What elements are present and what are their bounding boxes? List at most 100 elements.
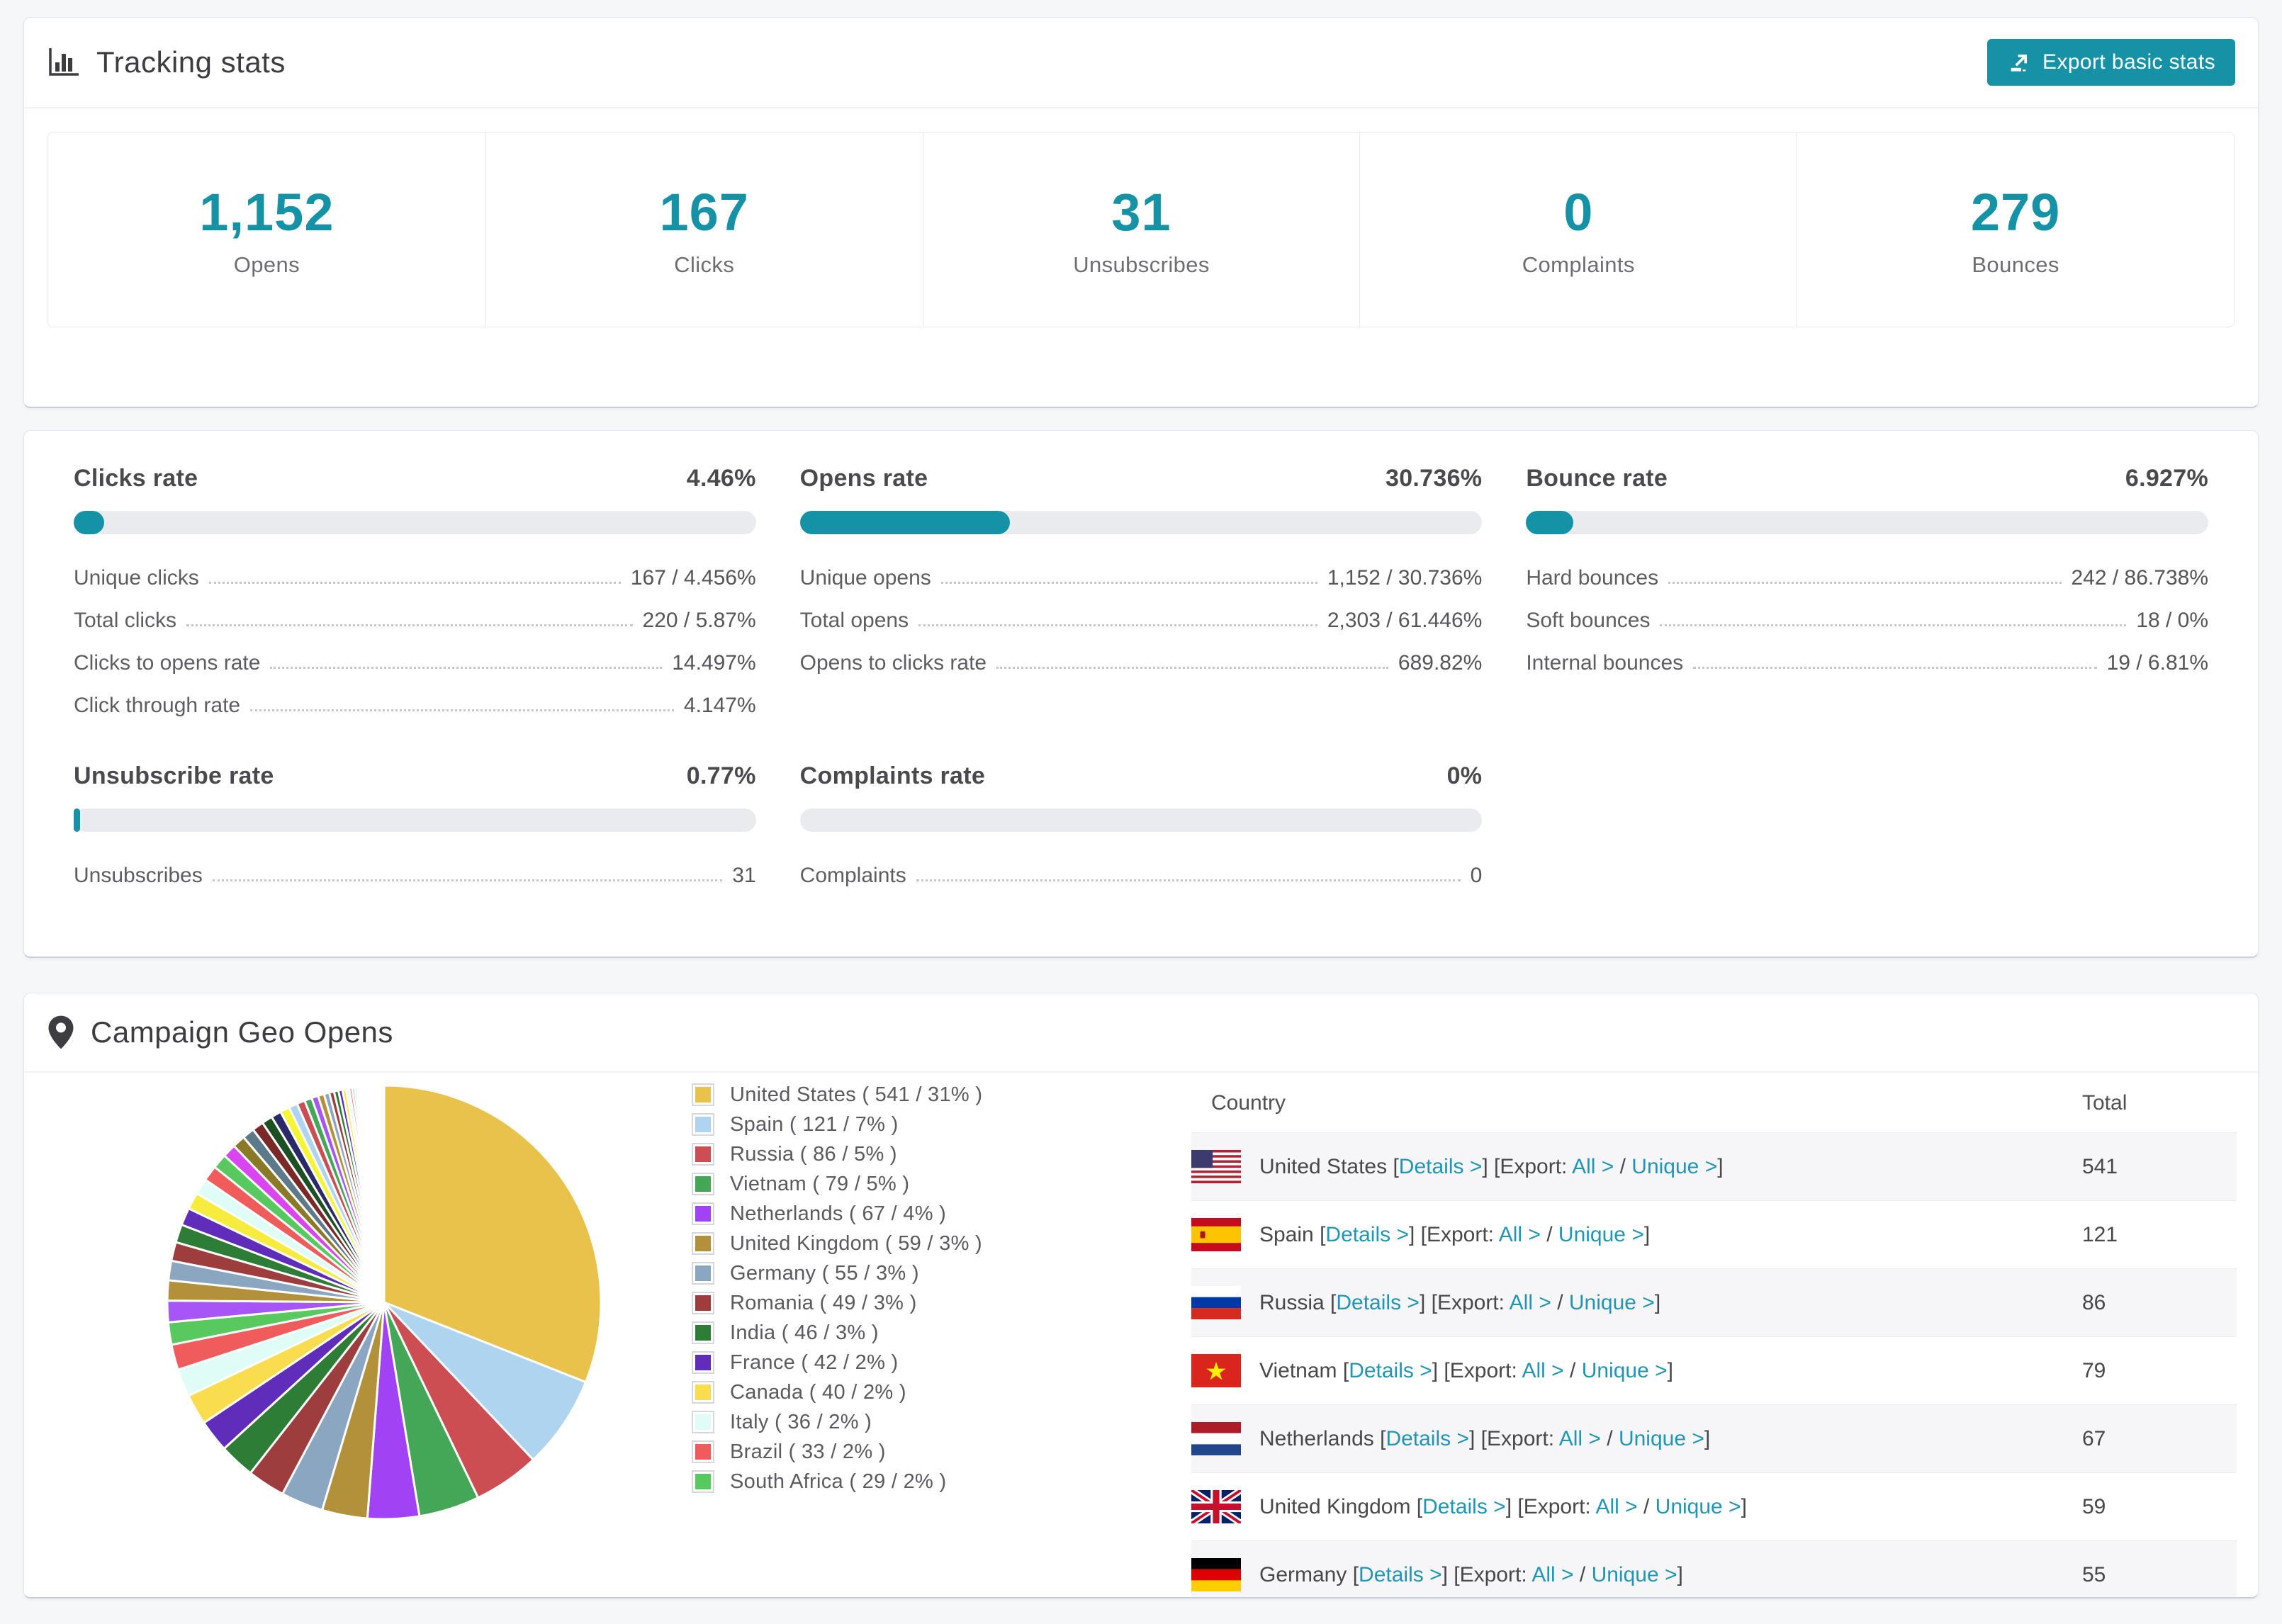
rate-head: Clicks rate 4.46% xyxy=(74,465,756,492)
legend-label: United States ( 541 / 31% ) xyxy=(730,1083,983,1106)
stat-cell-unsubscribes: 31 Unsubscribes xyxy=(922,132,1360,327)
rate-row-value: 1,152 / 30.736% xyxy=(1327,566,1483,590)
bracket-text: ] [Export: xyxy=(1419,1290,1510,1314)
dotted-leader xyxy=(212,879,723,881)
total-value: 79 xyxy=(2082,1358,2106,1382)
rate-row-value: 689.82% xyxy=(1398,651,1483,675)
legend-item: Romania ( 49 / 3% ) xyxy=(692,1288,1103,1318)
legend-label: Romania ( 49 / 3% ) xyxy=(730,1291,917,1314)
geo-pie-svg xyxy=(166,1084,602,1521)
pie-slice-spain[interactable] xyxy=(383,1301,587,1461)
rate-block-opens-rate: Opens rate 30.736% Unique opens 1,152 / 30.… xyxy=(799,465,1483,726)
bracket-text: / xyxy=(1614,1154,1632,1178)
country-cell: Spain [Details >] [Export: All > / Uniqu… xyxy=(1191,1218,2082,1251)
export-unique-link[interactable]: Unique > xyxy=(1631,1154,1718,1178)
country-name: Vietnam xyxy=(1259,1358,1337,1382)
table-row-nl: Netherlands [Details >] [Export: All > /… xyxy=(1191,1404,2237,1472)
rate-row-value: 4.147% xyxy=(683,694,756,717)
export-unique-link[interactable]: Unique > xyxy=(1618,1426,1704,1450)
details-link[interactable]: Details > xyxy=(1398,1154,1483,1178)
bracket-text: / xyxy=(1600,1426,1619,1450)
export-unique-link[interactable]: Unique > xyxy=(1568,1290,1655,1314)
country-links-line: Germany [Details >] [Export: All > / Uni… xyxy=(1259,1563,1683,1587)
details-link[interactable]: Details > xyxy=(1386,1426,1469,1450)
dotted-leader xyxy=(1693,667,2097,669)
legend-label: France ( 42 / 2% ) xyxy=(730,1350,899,1374)
export-all-link[interactable]: All > xyxy=(1522,1358,1564,1382)
bracket-text: ] xyxy=(1704,1426,1711,1450)
export-unique-link[interactable]: Unique > xyxy=(1558,1222,1644,1246)
geo-legend: United States ( 541 / 31% ) Spain ( 121 /… xyxy=(692,1080,1103,1496)
rate-row-label: Complaints xyxy=(799,864,906,887)
rate-block-unsubscribe-rate: Unsubscribe rate 0.77% Unsubscribes 31 xyxy=(74,762,756,896)
export-unique-link[interactable]: Unique > xyxy=(1655,1494,1741,1518)
legend-swatch xyxy=(692,1262,714,1285)
rate-row-label: Total clicks xyxy=(74,609,177,632)
rate-progress-fill xyxy=(799,511,1010,534)
bracket-text: ] [Export: xyxy=(1408,1222,1499,1246)
dotted-leader xyxy=(270,667,663,669)
geo-title: Campaign Geo Opens xyxy=(91,1015,393,1049)
country-name: United States xyxy=(1259,1154,1388,1178)
stat-value: 167 xyxy=(659,182,749,242)
export-all-link[interactable]: All > xyxy=(1572,1154,1614,1178)
export-all-link[interactable]: All > xyxy=(1498,1222,1541,1246)
legend-swatch xyxy=(692,1143,714,1166)
rate-progress-track xyxy=(799,808,1483,832)
bracket-text: ] xyxy=(1654,1290,1661,1314)
geo-pie-chart xyxy=(164,1083,604,1522)
geo-table: Country Total United States [Details >] … xyxy=(1191,1074,2237,1597)
details-link[interactable]: Details > xyxy=(1422,1494,1506,1518)
table-row-ru: Russia [Details >] [Export: All > / Uniq… xyxy=(1191,1268,2237,1336)
legend-swatch xyxy=(692,1292,714,1314)
rate-row: Clicks to opens rate 14.497% xyxy=(74,641,756,683)
dotted-leader xyxy=(250,709,674,711)
country-name: United Kingdom xyxy=(1259,1494,1411,1518)
legend-label: Italy ( 36 / 2% ) xyxy=(730,1410,872,1433)
legend-label: United Kingdom ( 59 / 3% ) xyxy=(730,1231,982,1255)
flag-vn-icon xyxy=(1191,1354,1241,1387)
rate-progress-fill xyxy=(74,808,80,832)
country-name: Germany xyxy=(1259,1562,1347,1586)
pie-slice-united-states[interactable] xyxy=(383,1084,602,1384)
details-link[interactable]: Details > xyxy=(1349,1358,1432,1382)
export-unique-link[interactable]: Unique > xyxy=(1591,1562,1677,1586)
dotted-leader xyxy=(186,624,633,626)
export-all-link[interactable]: All > xyxy=(1595,1494,1638,1518)
legend-swatch xyxy=(692,1113,714,1136)
details-link[interactable]: Details > xyxy=(1336,1290,1420,1314)
rate-row-label: Unique clicks xyxy=(74,566,199,590)
legend-item: Russia ( 86 / 5% ) xyxy=(692,1139,1103,1169)
export-all-link[interactable]: All > xyxy=(1558,1426,1601,1450)
rate-row: Click through rate 4.147% xyxy=(74,683,756,726)
rate-row-value: 31 xyxy=(732,864,756,887)
tracking-stats-title-wrap: Tracking stats xyxy=(47,45,286,79)
bracket-text: [ xyxy=(1410,1494,1423,1518)
legend-item: Italy ( 36 / 2% ) xyxy=(692,1407,1103,1437)
details-link[interactable]: Details > xyxy=(1359,1562,1442,1586)
legend-swatch xyxy=(692,1470,714,1493)
bracket-text: [ xyxy=(1387,1154,1399,1178)
page-title: Tracking stats xyxy=(96,45,286,79)
legend-swatch xyxy=(692,1083,714,1106)
export-all-link[interactable]: All > xyxy=(1531,1562,1574,1586)
rate-block-complaints-rate: Complaints rate 0% Complaints 0 xyxy=(799,762,1483,896)
rate-percent: 4.46% xyxy=(686,465,756,492)
bracket-text: ] xyxy=(1643,1222,1651,1246)
rate-row-label: Click through rate xyxy=(74,694,241,717)
export-all-link[interactable]: All > xyxy=(1509,1290,1551,1314)
export-basic-stats-button[interactable]: Export basic stats xyxy=(1987,39,2235,86)
legend-item: South Africa ( 29 / 2% ) xyxy=(692,1467,1103,1496)
rate-rows: Unique opens 1,152 / 30.736% Total opens 2,… xyxy=(800,556,1483,683)
rate-progress-track xyxy=(74,808,756,832)
rate-row-value: 242 / 86.738% xyxy=(2071,566,2209,590)
bracket-text: ] [Export: xyxy=(1441,1562,1532,1586)
rate-title: Opens rate xyxy=(799,465,928,492)
geo-table-header-country: Country xyxy=(1211,1091,1286,1115)
country-links-line: United Kingdom [Details >] [Export: All … xyxy=(1259,1495,1747,1519)
tracking-stats-header: Tracking stats Export basic stats xyxy=(24,18,2258,108)
details-link[interactable]: Details > xyxy=(1325,1222,1409,1246)
flag-gb-icon xyxy=(1191,1490,1241,1523)
export-unique-link[interactable]: Unique > xyxy=(1581,1358,1668,1382)
legend-swatch xyxy=(692,1411,714,1433)
